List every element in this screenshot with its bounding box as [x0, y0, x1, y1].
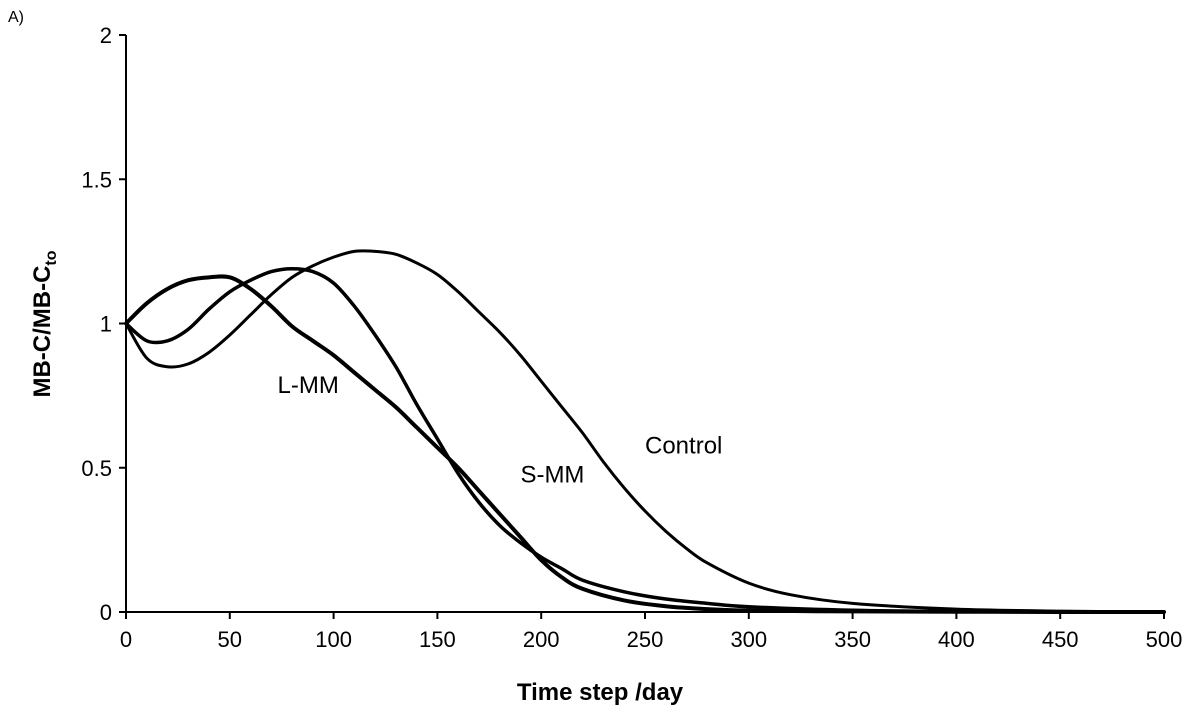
panel-label: A)	[8, 9, 24, 26]
x-tick-label: 500	[1146, 627, 1183, 652]
series-label-control: Control	[645, 433, 722, 460]
y-tick-label: 0	[100, 600, 112, 625]
x-tick-label: 200	[523, 627, 560, 652]
x-tick-label: 50	[218, 627, 242, 652]
y-tick-label: 0.5	[81, 456, 112, 481]
x-tick-label: 100	[315, 627, 352, 652]
series-label-s-mm: S-MM	[520, 462, 584, 489]
x-tick-label: 250	[627, 627, 664, 652]
series-labels: L-MM S-MM Control	[278, 372, 723, 488]
x-tick-label: 150	[419, 627, 456, 652]
series-line-control	[124, 249, 1166, 614]
y-tick-label: 1.5	[81, 167, 112, 192]
y-axis-title-main: MB-C/MB-C	[29, 266, 56, 398]
y-ticks: 0 0.5 1 1.5 2	[81, 23, 126, 625]
y-tick-label: 2	[100, 23, 112, 48]
y-axis-title: MB-C/MB-Cto	[29, 250, 60, 397]
x-tick-label: 300	[730, 627, 767, 652]
x-tick-label: 400	[938, 627, 975, 652]
y-tick-label: 1	[100, 312, 112, 337]
x-tick-label: 0	[120, 627, 132, 652]
x-axis-title: Time step /day	[517, 679, 684, 706]
series-line-s-mm	[124, 266, 1166, 614]
x-ticks: 0 50 100 150 200 250 300 350 400 450 500	[120, 612, 1182, 652]
x-tick-label: 450	[1042, 627, 1079, 652]
plot-lines	[124, 249, 1166, 615]
x-tick-label: 350	[834, 627, 871, 652]
y-axis-title-subscript: to	[43, 250, 60, 265]
series-label-l-mm: L-MM	[278, 372, 339, 399]
